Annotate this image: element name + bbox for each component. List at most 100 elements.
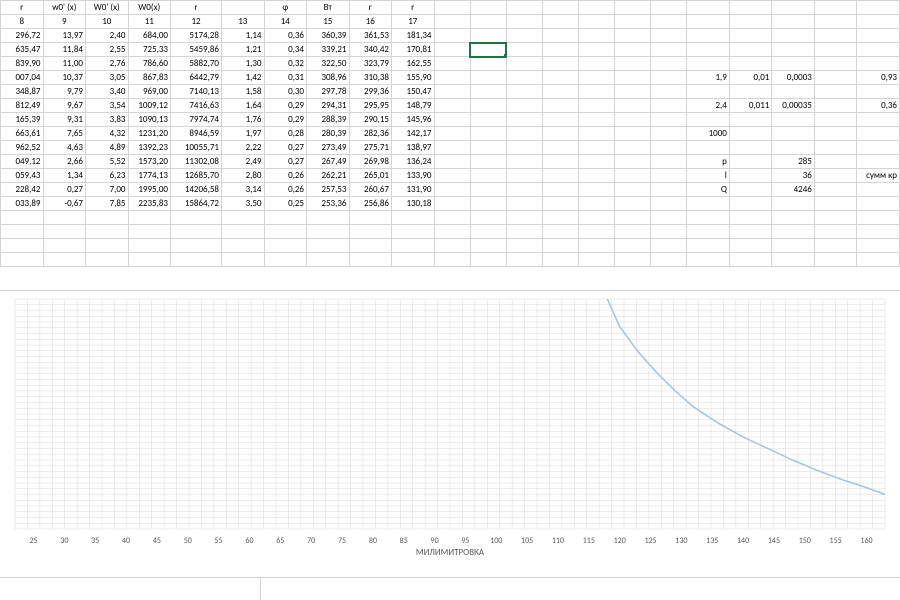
cell[interactable] xyxy=(579,211,615,225)
cell[interactable]: 4,63 xyxy=(43,141,86,155)
cell[interactable] xyxy=(542,15,578,29)
cell[interactable] xyxy=(772,85,815,99)
chart-area[interactable]: 2530354045505560657075808590951001051101… xyxy=(0,290,900,571)
cell[interactable] xyxy=(470,29,506,43)
cell[interactable] xyxy=(687,113,730,127)
cell[interactable] xyxy=(651,57,687,71)
cell[interactable]: r xyxy=(171,1,222,15)
cell[interactable]: 0,32 xyxy=(264,57,307,71)
cell[interactable]: Q xyxy=(687,183,730,197)
cell[interactable]: 1,21 xyxy=(222,43,265,57)
cell[interactable]: 2,66 xyxy=(43,155,86,169)
cell[interactable] xyxy=(470,127,506,141)
cell[interactable]: 10 xyxy=(86,15,129,29)
cell[interactable]: 11 xyxy=(128,15,171,29)
cell[interactable]: 269,98 xyxy=(349,155,392,169)
cell[interactable]: 1,34 xyxy=(43,169,86,183)
cell[interactable] xyxy=(651,127,687,141)
cell[interactable]: 1,76 xyxy=(222,113,265,127)
cell[interactable] xyxy=(651,15,687,29)
cell[interactable] xyxy=(857,155,900,169)
cell[interactable]: 9,31 xyxy=(43,113,86,127)
cell[interactable] xyxy=(506,155,542,169)
cell[interactable]: 7416,63 xyxy=(171,99,222,113)
cell[interactable] xyxy=(542,225,578,239)
cell[interactable] xyxy=(729,155,772,169)
cell[interactable] xyxy=(687,57,730,71)
cell[interactable]: 867,83 xyxy=(128,71,171,85)
cell[interactable]: φ xyxy=(264,1,307,15)
cell[interactable]: 0,29 xyxy=(264,113,307,127)
cell[interactable] xyxy=(434,183,470,197)
cell[interactable]: 150,47 xyxy=(392,85,435,99)
cell[interactable]: р xyxy=(687,155,730,169)
cell[interactable] xyxy=(171,253,222,267)
cell[interactable] xyxy=(772,29,815,43)
cell[interactable] xyxy=(857,211,900,225)
cell[interactable] xyxy=(392,211,435,225)
cell[interactable]: 8 xyxy=(1,15,44,29)
cell[interactable]: 2,76 xyxy=(86,57,129,71)
cell[interactable] xyxy=(222,225,265,239)
cell[interactable]: 0,36 xyxy=(264,29,307,43)
cell[interactable] xyxy=(729,169,772,183)
cell[interactable]: 0,00035 xyxy=(772,99,815,113)
cell[interactable] xyxy=(222,239,265,253)
cell[interactable]: l xyxy=(687,169,730,183)
cell[interactable] xyxy=(814,57,857,71)
cell[interactable]: 145,96 xyxy=(392,113,435,127)
cell[interactable] xyxy=(687,225,730,239)
cell[interactable]: 3,14 xyxy=(222,183,265,197)
cell[interactable] xyxy=(43,239,86,253)
cell[interactable]: 294,31 xyxy=(307,99,350,113)
cell[interactable]: 1090,13 xyxy=(128,113,171,127)
cell[interactable]: 142,17 xyxy=(392,127,435,141)
cell[interactable]: 322,50 xyxy=(307,57,350,71)
cell[interactable]: 323,79 xyxy=(349,57,392,71)
cell[interactable]: 1774,13 xyxy=(128,169,171,183)
cell[interactable]: 812,49 xyxy=(1,99,44,113)
cell[interactable]: r xyxy=(392,1,435,15)
cell[interactable]: 275,71 xyxy=(349,141,392,155)
cell[interactable] xyxy=(542,43,578,57)
cell[interactable] xyxy=(729,57,772,71)
cell[interactable] xyxy=(506,85,542,99)
cell[interactable] xyxy=(542,169,578,183)
cell[interactable] xyxy=(772,43,815,57)
cell[interactable]: 16 xyxy=(349,15,392,29)
cell[interactable] xyxy=(470,85,506,99)
cell[interactable]: 3,05 xyxy=(86,71,129,85)
cell[interactable]: 9,79 xyxy=(43,85,86,99)
cell[interactable]: 663,61 xyxy=(1,127,44,141)
cell[interactable]: 786,60 xyxy=(128,57,171,71)
cell[interactable] xyxy=(615,71,651,85)
cell[interactable]: Вт xyxy=(307,1,350,15)
cell[interactable] xyxy=(128,253,171,267)
cell[interactable] xyxy=(857,253,900,267)
cell[interactable] xyxy=(579,155,615,169)
cell[interactable] xyxy=(729,253,772,267)
cell[interactable] xyxy=(651,183,687,197)
cell[interactable] xyxy=(772,127,815,141)
cell[interactable] xyxy=(651,197,687,211)
cell[interactable]: 684,00 xyxy=(128,29,171,43)
cell[interactable] xyxy=(687,1,730,15)
cell[interactable] xyxy=(470,57,506,71)
cell[interactable]: 260,67 xyxy=(349,183,392,197)
cell[interactable]: 133,90 xyxy=(392,169,435,183)
cell[interactable]: 059,43 xyxy=(1,169,44,183)
cell[interactable] xyxy=(1,225,44,239)
cell[interactable]: 0,27 xyxy=(43,183,86,197)
cell[interactable] xyxy=(651,29,687,43)
cell[interactable]: 0,26 xyxy=(264,183,307,197)
cell[interactable] xyxy=(814,85,857,99)
cell[interactable] xyxy=(392,253,435,267)
cell[interactable] xyxy=(729,85,772,99)
cell[interactable] xyxy=(579,169,615,183)
cell[interactable]: W0(x) xyxy=(128,1,171,15)
cell[interactable] xyxy=(814,197,857,211)
cell[interactable] xyxy=(687,15,730,29)
cell[interactable]: 262,21 xyxy=(307,169,350,183)
cell[interactable] xyxy=(86,253,129,267)
cell[interactable] xyxy=(506,99,542,113)
